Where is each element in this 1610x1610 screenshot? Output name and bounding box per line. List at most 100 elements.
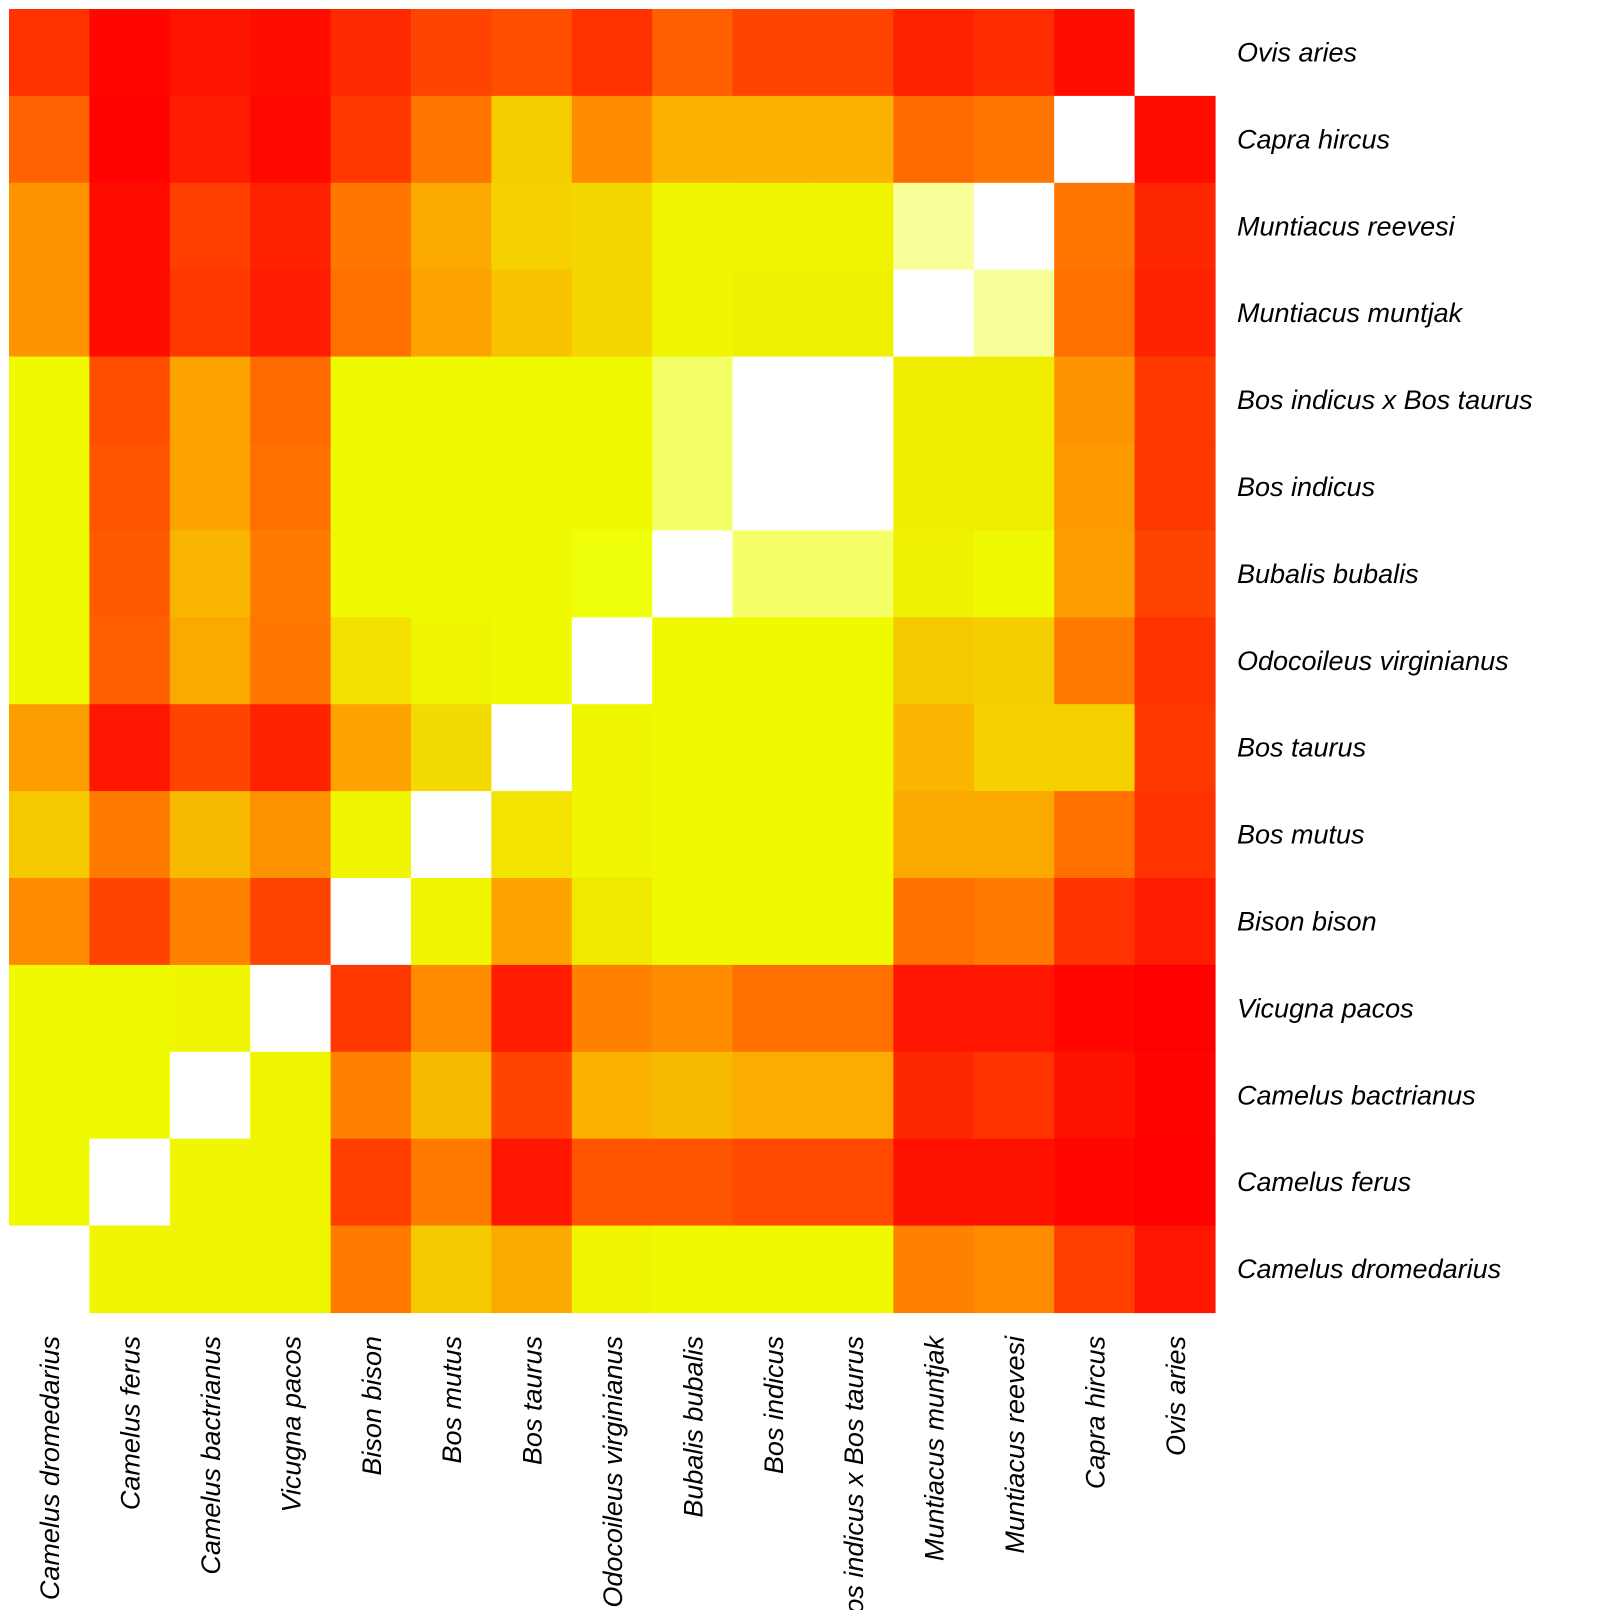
heatmap-cell (169, 269, 251, 358)
heatmap-cell (89, 791, 171, 879)
heatmap-cell (9, 878, 90, 966)
heatmap-cell (411, 269, 492, 358)
column-label: Camelus dromedarius (35, 1336, 65, 1600)
heatmap-cell (250, 356, 332, 445)
heatmap-cell (250, 1138, 332, 1227)
heatmap-cell (1054, 1051, 1136, 1140)
heatmap-cell (813, 182, 894, 271)
heatmap-cell (169, 1051, 251, 1140)
row-label: Bos indicus (1237, 472, 1375, 502)
heatmap-cell (9, 1138, 90, 1227)
row-label: Camelus bactrianus (1237, 1080, 1476, 1110)
heatmap-cell (571, 95, 653, 184)
heatmap-cell (1054, 964, 1136, 1053)
heatmap-cell (491, 878, 573, 966)
heatmap-cell (732, 1051, 814, 1140)
heatmap-cell (652, 182, 734, 271)
row-label: Bison bison (1237, 906, 1377, 936)
heatmap-cell (491, 182, 573, 271)
heatmap-cell (571, 964, 653, 1053)
heatmap-cell (893, 443, 975, 531)
heatmap-cell (1054, 95, 1136, 184)
column-label: Bos indicus (759, 1336, 789, 1474)
heatmap-cell (732, 964, 814, 1053)
heatmap-cell (250, 269, 332, 358)
heatmap-cell (1054, 704, 1136, 792)
heatmap-cell (330, 95, 412, 184)
heatmap-cell (893, 1138, 975, 1227)
heatmap-cell (330, 9, 412, 97)
heatmap-cell (973, 356, 1055, 445)
heatmap-cell (813, 878, 894, 966)
column-labels: Camelus dromedarius Camelus ferus Camelus … (35, 1335, 1191, 1610)
row-label: Odocoileus virginianus (1237, 646, 1509, 676)
heatmap-cell (491, 95, 573, 184)
heatmap-cell (89, 356, 171, 445)
heatmap-cell (732, 1138, 814, 1227)
heatmap-cell (893, 356, 975, 445)
heatmap-cell (169, 791, 251, 879)
heatmap-cell (411, 443, 492, 531)
heatmap-cell (732, 1225, 814, 1314)
heatmap-cell (89, 269, 171, 358)
heatmap-cell (1054, 182, 1136, 271)
row-label: Bos indicus x Bos taurus (1237, 385, 1533, 415)
heatmap-cell (652, 9, 734, 97)
heatmap-cell (893, 964, 975, 1053)
heatmap-cell (973, 530, 1055, 618)
column-label: Bos mutus (437, 1336, 467, 1464)
row-label: Camelus ferus (1237, 1167, 1411, 1197)
heatmap-cell (732, 530, 814, 618)
heatmap-cell (893, 617, 975, 705)
heatmap-cell (411, 617, 492, 705)
heatmap-cell (411, 9, 492, 97)
heatmap-cell (89, 9, 171, 97)
heatmap-cell (732, 182, 814, 271)
heatmap-cell (813, 356, 894, 445)
heatmap-cell (169, 617, 251, 705)
heatmap-cell (250, 9, 332, 97)
heatmap-cell (973, 1138, 1055, 1227)
heatmap-cell (89, 182, 171, 271)
heatmap-cell (1134, 443, 1216, 531)
heatmap-cell (411, 704, 492, 792)
heatmap-cell (1054, 791, 1136, 879)
heatmap-cell (1134, 530, 1216, 618)
column-label: Bos taurus (518, 1336, 548, 1465)
heatmap-cell (973, 1051, 1055, 1140)
heatmap-cell (973, 182, 1055, 271)
heatmap-cell (813, 530, 894, 618)
heatmap-cell (330, 878, 412, 966)
heatmap-cell (813, 95, 894, 184)
heatmap-cell (330, 530, 412, 618)
heatmap-cell (571, 1225, 653, 1314)
heatmap-cell (330, 964, 412, 1053)
heatmap-cell (973, 878, 1055, 966)
heatmap-cell (893, 95, 975, 184)
column-label: Bubalis bubalis (678, 1336, 708, 1518)
heatmap-cell (893, 704, 975, 792)
heatmap-cell (652, 1138, 734, 1227)
heatmap-cell (491, 356, 573, 445)
heatmap-cell (411, 964, 492, 1053)
heatmap-cell (9, 269, 90, 358)
heatmap-cell (571, 443, 653, 531)
heatmap-cell (1134, 704, 1216, 792)
heatmap-cells (9, 9, 1216, 1314)
heatmap-cell (89, 1051, 171, 1140)
heatmap-cell (169, 443, 251, 531)
row-label: Muntiacus reevesi (1237, 211, 1456, 241)
heatmap-cell (169, 9, 251, 97)
heatmap-cell (973, 704, 1055, 792)
heatmap-cell (893, 878, 975, 966)
heatmap-cell (89, 704, 171, 792)
heatmap-cell (411, 530, 492, 618)
heatmap-cell (732, 443, 814, 531)
heatmap-cell (169, 964, 251, 1053)
heatmap-cell (250, 95, 332, 184)
heatmap-cell (732, 269, 814, 358)
heatmap-cell (330, 1051, 412, 1140)
heatmap-cell (813, 1225, 894, 1314)
heatmap-cell (9, 964, 90, 1053)
row-label: Ovis aries (1237, 37, 1357, 67)
